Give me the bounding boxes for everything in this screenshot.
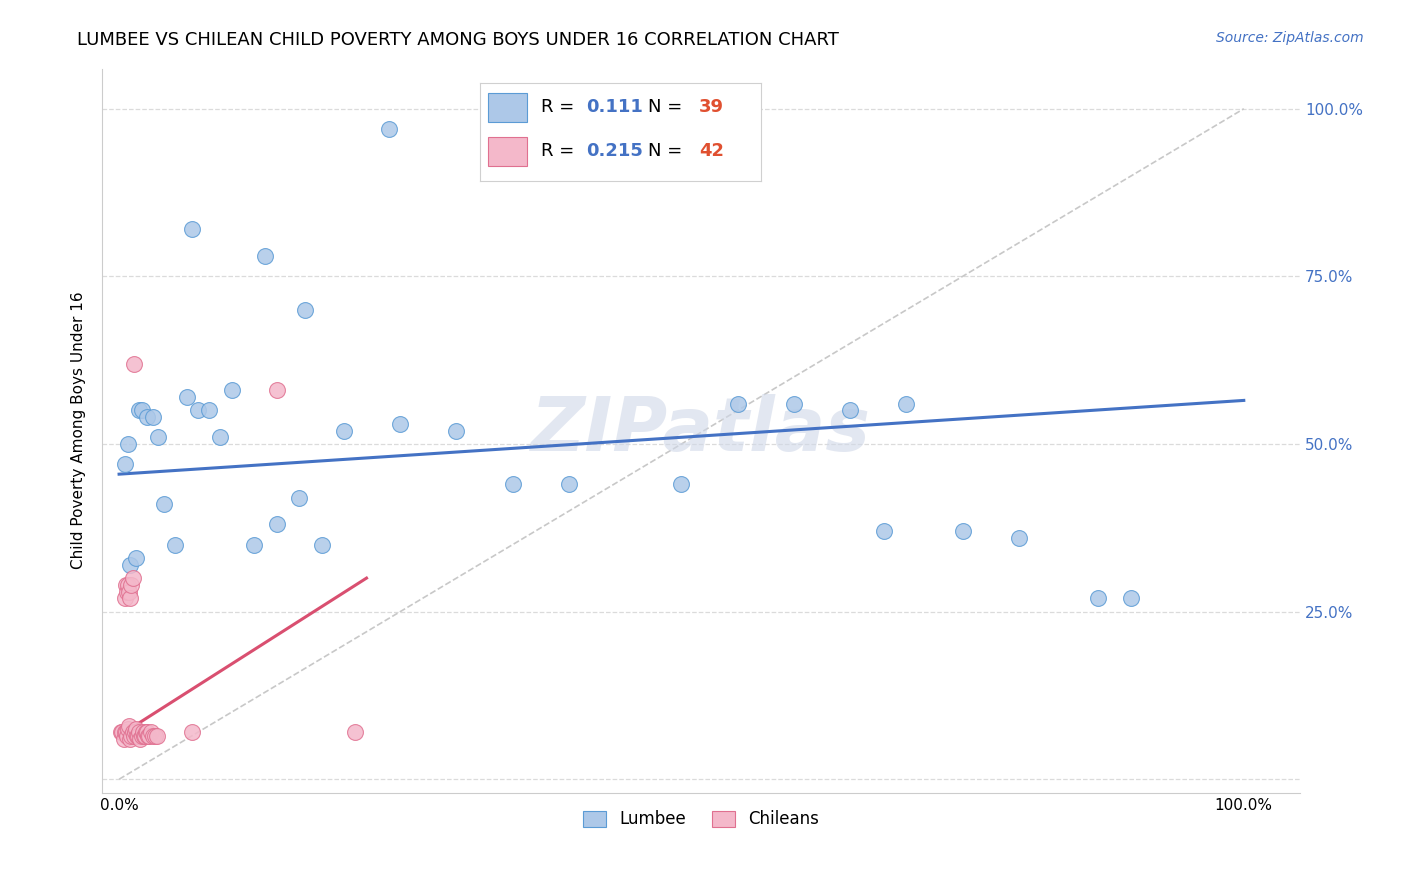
Point xyxy=(783,397,806,411)
Point xyxy=(125,551,148,566)
Point xyxy=(896,397,918,411)
Point xyxy=(121,725,143,739)
Point xyxy=(209,430,232,444)
Point xyxy=(112,731,135,746)
Point xyxy=(120,578,142,592)
Point xyxy=(122,357,145,371)
Point xyxy=(128,403,150,417)
Text: LUMBEE VS CHILEAN CHILD POVERTY AMONG BOYS UNDER 16 CORRELATION CHART: LUMBEE VS CHILEAN CHILD POVERTY AMONG BO… xyxy=(77,31,839,49)
Point xyxy=(120,558,142,572)
Point xyxy=(114,457,136,471)
Point xyxy=(1008,531,1031,545)
Text: Source: ZipAtlas.com: Source: ZipAtlas.com xyxy=(1216,31,1364,45)
Point xyxy=(294,302,316,317)
Point xyxy=(446,424,468,438)
Point xyxy=(110,725,132,739)
Point xyxy=(136,725,159,739)
Point xyxy=(221,384,243,398)
Point xyxy=(1121,591,1143,606)
Point xyxy=(120,729,142,743)
Point xyxy=(131,729,153,743)
Point xyxy=(132,729,155,743)
Point xyxy=(378,121,401,136)
Point xyxy=(111,725,134,739)
Point xyxy=(117,578,139,592)
Point xyxy=(146,729,169,743)
Point xyxy=(136,729,159,743)
Point xyxy=(139,725,162,739)
Point xyxy=(125,722,148,736)
Point xyxy=(138,729,160,743)
Point xyxy=(114,578,136,592)
Point xyxy=(873,524,896,538)
Point xyxy=(254,249,277,263)
Point xyxy=(266,384,288,398)
Point xyxy=(118,718,141,732)
Point xyxy=(143,729,166,743)
Point xyxy=(344,725,367,739)
Point xyxy=(129,731,152,746)
Point xyxy=(558,477,581,491)
Point xyxy=(120,731,142,746)
Point xyxy=(311,538,333,552)
Point xyxy=(176,390,198,404)
Point xyxy=(142,410,165,425)
Point xyxy=(181,725,204,739)
Point xyxy=(839,403,862,417)
Point xyxy=(153,497,176,511)
Point xyxy=(131,725,153,739)
Point xyxy=(671,477,693,491)
Point xyxy=(165,538,187,552)
Point xyxy=(333,424,356,438)
Point xyxy=(114,725,136,739)
Point xyxy=(118,584,141,599)
Point xyxy=(288,491,311,505)
Point xyxy=(389,417,412,431)
Point xyxy=(266,517,288,532)
Point xyxy=(115,729,138,743)
Point xyxy=(135,725,157,739)
Point xyxy=(115,584,138,599)
Point xyxy=(136,410,159,425)
Point xyxy=(124,725,146,739)
Text: ZIPatlas: ZIPatlas xyxy=(531,394,872,467)
Point xyxy=(114,591,136,606)
Point xyxy=(114,725,136,739)
Point xyxy=(952,524,974,538)
Point xyxy=(142,729,165,743)
Point xyxy=(243,538,266,552)
Point xyxy=(125,729,148,743)
Point xyxy=(131,403,153,417)
Point xyxy=(122,729,145,743)
Point xyxy=(1087,591,1109,606)
Point xyxy=(134,729,156,743)
Point xyxy=(121,571,143,585)
Point xyxy=(727,397,749,411)
Point xyxy=(117,437,139,451)
Point xyxy=(187,403,209,417)
Point xyxy=(128,725,150,739)
Point xyxy=(502,477,524,491)
Y-axis label: Child Poverty Among Boys Under 16: Child Poverty Among Boys Under 16 xyxy=(72,292,86,569)
Point xyxy=(198,403,221,417)
Point xyxy=(117,722,139,736)
Legend: Lumbee, Chileans: Lumbee, Chileans xyxy=(576,804,825,835)
Point xyxy=(120,591,142,606)
Point xyxy=(181,222,204,236)
Point xyxy=(127,729,149,743)
Point xyxy=(148,430,170,444)
